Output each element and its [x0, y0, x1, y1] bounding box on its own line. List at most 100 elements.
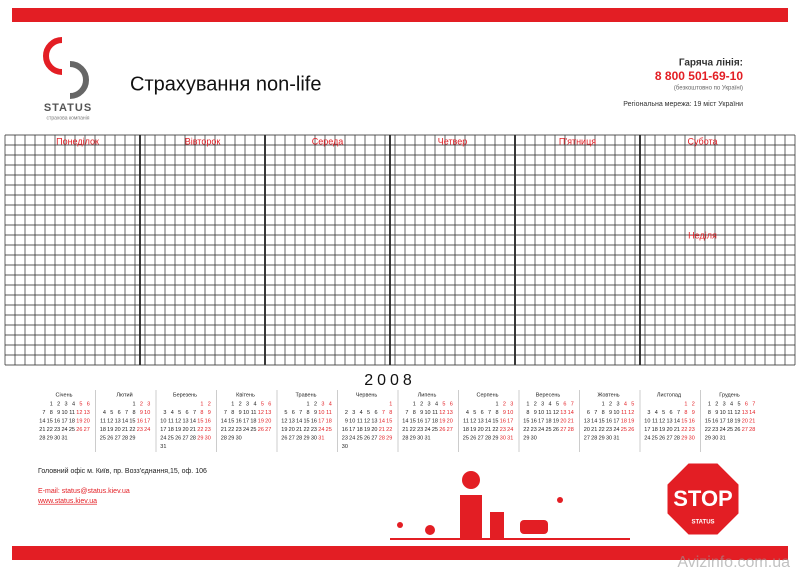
day-number: 19	[734, 418, 740, 424]
day-number: 15	[523, 418, 529, 424]
day-number: 9	[239, 410, 242, 416]
day-number: 23	[205, 427, 211, 433]
day-number: 31	[720, 435, 726, 441]
day-number: 3	[352, 410, 355, 416]
day-number: 14	[221, 418, 227, 424]
day-number: 28	[485, 435, 491, 441]
day-number: 9	[692, 410, 695, 416]
day-number: 21	[221, 427, 227, 433]
day-number: 1	[708, 401, 711, 407]
day-number: 2	[534, 401, 537, 407]
day-number: 9	[503, 410, 506, 416]
day-number: 24	[424, 427, 430, 433]
day-number: 29	[47, 435, 53, 441]
day-number: 20	[115, 427, 121, 433]
day-number: 13	[84, 410, 90, 416]
day-number: 2	[57, 401, 60, 407]
day-number: 25	[727, 427, 733, 433]
day-number: 21	[749, 418, 755, 424]
day-number: 19	[258, 418, 264, 424]
day-number: 7	[299, 410, 302, 416]
day-number: 25	[357, 435, 363, 441]
day-number: 23	[689, 427, 695, 433]
day-number: 3	[723, 401, 726, 407]
day-number: 27	[371, 435, 377, 441]
day-number: 23	[342, 435, 348, 441]
title: Страхування non-life	[130, 73, 321, 95]
day-number: 1	[684, 401, 687, 407]
day-number: 5	[556, 401, 559, 407]
day-number: 28	[591, 435, 597, 441]
website: www.status.kiev.ua	[37, 498, 97, 505]
day-number: 4	[549, 401, 552, 407]
day-number: 1	[413, 401, 416, 407]
day-number: 23	[54, 427, 60, 433]
day-number: 3	[541, 401, 544, 407]
day-number: 7	[382, 410, 385, 416]
day-number: 7	[125, 410, 128, 416]
weekday-label: Субота	[687, 136, 717, 146]
day-number: 6	[118, 410, 121, 416]
day-number: 6	[186, 410, 189, 416]
day-number: 20	[289, 427, 295, 433]
day-number: 24	[318, 427, 324, 433]
day-number: 24	[349, 435, 355, 441]
day-number: 14	[379, 418, 385, 424]
day-number: 27	[666, 435, 672, 441]
day-number: 8	[708, 410, 711, 416]
month-name: Червень	[356, 392, 378, 398]
day-number: 11	[357, 418, 363, 424]
day-number: 14	[190, 418, 196, 424]
email: E-mail: status@status.kiev.ua	[38, 488, 130, 495]
day-number: 30	[205, 435, 211, 441]
day-number: 19	[76, 418, 82, 424]
day-number: 13	[447, 410, 453, 416]
day-number: 18	[250, 418, 256, 424]
day-number: 17	[424, 418, 430, 424]
day-number: 29	[492, 435, 498, 441]
day-number: 4	[360, 410, 363, 416]
day-number: 17	[318, 418, 324, 424]
day-number: 3	[616, 401, 619, 407]
day-number: 27	[115, 435, 121, 441]
day-number: 9	[420, 410, 423, 416]
day-number: 20	[182, 427, 188, 433]
day-number: 7	[193, 410, 196, 416]
day-number: 26	[659, 435, 665, 441]
day-number: 25	[463, 435, 469, 441]
day-number: 31	[160, 444, 166, 450]
day-number: 31	[507, 435, 513, 441]
day-number: 8	[200, 410, 203, 416]
day-number: 10	[160, 418, 166, 424]
day-number: 20	[560, 418, 566, 424]
day-number: 10	[507, 410, 513, 416]
day-number: 11	[326, 410, 332, 416]
day-number: 25	[326, 427, 332, 433]
day-number: 19	[628, 418, 634, 424]
day-number: 17	[507, 418, 513, 424]
day-number: 4	[171, 410, 174, 416]
day-number: 3	[147, 401, 150, 407]
day-number: 26	[281, 435, 287, 441]
day-number: 24	[720, 427, 726, 433]
day-number: 28	[568, 427, 574, 433]
day-number: 13	[478, 418, 484, 424]
day-number: 16	[531, 418, 537, 424]
month-name: Серпень	[476, 392, 498, 398]
day-number: 1	[602, 401, 605, 407]
day-number: 3	[647, 410, 650, 416]
day-number: 3	[321, 401, 324, 407]
day-number: 7	[752, 401, 755, 407]
day-number: 17	[61, 418, 67, 424]
day-number: 6	[374, 410, 377, 416]
day-number: 29	[410, 435, 416, 441]
day-number: 21	[591, 427, 597, 433]
day-number: 11	[168, 418, 174, 424]
day-number: 5	[178, 410, 181, 416]
day-number: 11	[727, 410, 733, 416]
day-number: 16	[500, 418, 506, 424]
day-number: 29	[681, 435, 687, 441]
day-number: 12	[659, 418, 665, 424]
day-number: 25	[100, 435, 106, 441]
day-number: 31	[61, 435, 67, 441]
